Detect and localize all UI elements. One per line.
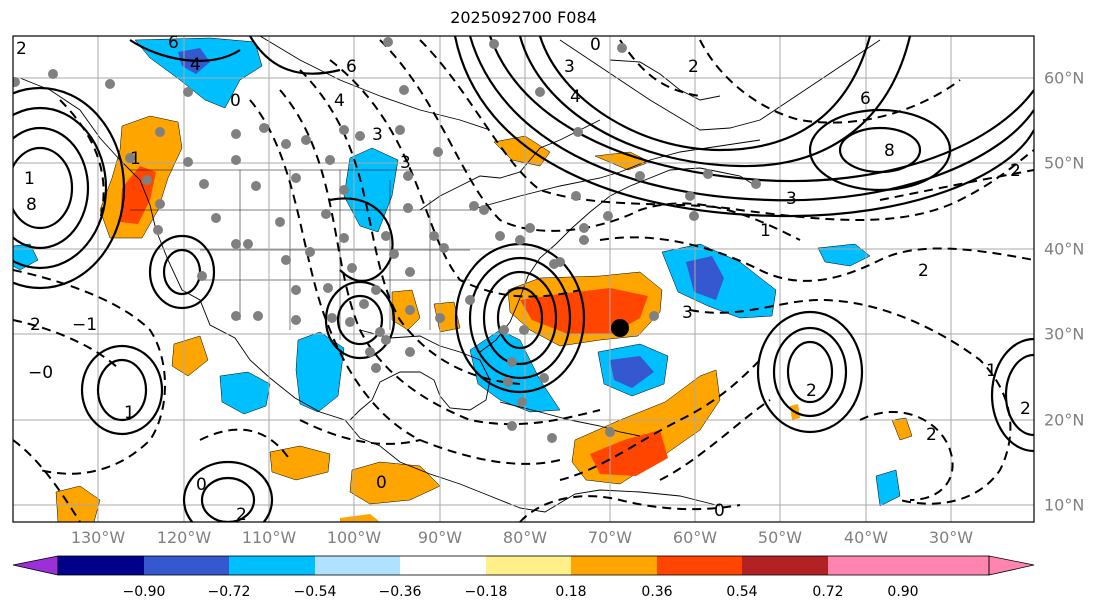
colorbar-extend-min: [12, 555, 59, 576]
coastlines: [19, 36, 881, 513]
contour-label: −1: [72, 315, 97, 335]
colorbar-bin: [571, 556, 657, 575]
contour-label: 2: [1010, 161, 1021, 181]
contour-label: 1: [760, 221, 771, 241]
colorbar-bin: [315, 556, 400, 575]
contour-label: 1: [24, 169, 35, 189]
map-frame: [12, 35, 1035, 523]
colorbar-tick-label: 0.72: [812, 584, 844, 600]
negative-contours: [13, 39, 1034, 522]
colorbar-tick-label: −0.90: [122, 584, 166, 600]
contour-label: −0: [28, 363, 53, 383]
contour-label: 3: [400, 153, 411, 173]
latitude-label: 30°N: [1044, 324, 1085, 344]
contour-label: 0: [230, 91, 241, 111]
contour-label: 3: [564, 57, 575, 77]
longitude-label: 100°W: [326, 528, 382, 547]
colorbar-tick-label: 0.90: [887, 584, 919, 600]
colorbar-extend-max: [988, 555, 1035, 576]
contour-label: 3: [786, 189, 797, 209]
colorbar-bin: [229, 556, 315, 575]
longitude-label: 130°W: [70, 528, 126, 547]
latitude-label: 50°N: [1044, 153, 1085, 173]
colorbar-tick-label: −0.54: [293, 584, 337, 600]
contour-label: 1: [130, 149, 141, 169]
station-markers: [13, 37, 761, 443]
colorbar-bin: [400, 556, 486, 575]
contour-label: 2: [1020, 399, 1031, 419]
longitude-label: 40°W: [843, 528, 889, 547]
contour-label: 3: [372, 125, 383, 145]
colorbar-bin: [828, 556, 989, 575]
contour-label: 2: [806, 381, 817, 401]
contour-label: 6: [860, 89, 871, 109]
map-area: [13, 36, 1034, 522]
colorbar-tick-label: −0.72: [207, 584, 251, 600]
contour-label: 8: [884, 141, 895, 161]
colorbar: [12, 555, 1035, 576]
colorbar-bin: [58, 556, 144, 575]
contour-label: 4: [570, 87, 581, 107]
contour-label: 2: [236, 505, 247, 525]
colorbar-tick-label: 0.18: [555, 584, 587, 600]
longitude-label: 80°W: [502, 528, 548, 547]
contour-label: 8: [26, 195, 37, 215]
colorbar-bin: [486, 556, 571, 575]
longitude-label: 120°W: [156, 528, 212, 547]
contour-label: 1: [124, 403, 135, 423]
colorbar-bin: [144, 556, 229, 575]
colorbar-tick-label: −0.18: [464, 584, 508, 600]
colorbar-bin: [657, 556, 742, 575]
longitude-label: 90°W: [417, 528, 463, 547]
contour-label: 2: [16, 39, 27, 59]
contour-label: 6: [168, 33, 179, 53]
contour-label: 4: [190, 55, 201, 75]
longitude-label: 50°W: [757, 528, 803, 547]
storm-center-marker: [611, 319, 629, 337]
contour-label: 2: [30, 315, 41, 335]
colorbar-tick-label: −0.36: [378, 584, 422, 600]
contour-label: 0: [376, 473, 387, 493]
latitude-label: 40°N: [1044, 239, 1085, 259]
contour-label: 3: [682, 303, 693, 323]
contour-label: 0: [196, 475, 207, 495]
contour-label: 6: [346, 57, 357, 77]
contour-label: 2: [918, 261, 929, 281]
contour-label: 0: [714, 501, 725, 521]
longitude-label: 60°W: [672, 528, 718, 547]
contour-labels: 2 4 6 8 0 −0 1 −1 2 3 6 4 3 3 8 6 2 3 2 …: [16, 33, 1031, 525]
colorbar-tick-label: 0.54: [726, 584, 758, 600]
contour-label: 1: [986, 361, 997, 381]
longitude-label: 110°W: [241, 528, 297, 547]
contour-label: 4: [334, 91, 345, 111]
colorbar-tick-label: 0.36: [641, 584, 673, 600]
map-title: 2025092700 F084: [450, 8, 597, 27]
colorbar-bin: [742, 556, 828, 575]
contour-label: 2: [688, 57, 699, 77]
contour-label: 0: [590, 35, 601, 55]
latitude-label: 20°N: [1044, 410, 1085, 430]
contour-label: 2: [926, 425, 937, 445]
longitude-label: 70°W: [587, 528, 633, 547]
longitude-label: 30°W: [928, 528, 974, 547]
latitude-label: 10°N: [1044, 495, 1085, 515]
latitude-label: 60°N: [1044, 68, 1085, 88]
